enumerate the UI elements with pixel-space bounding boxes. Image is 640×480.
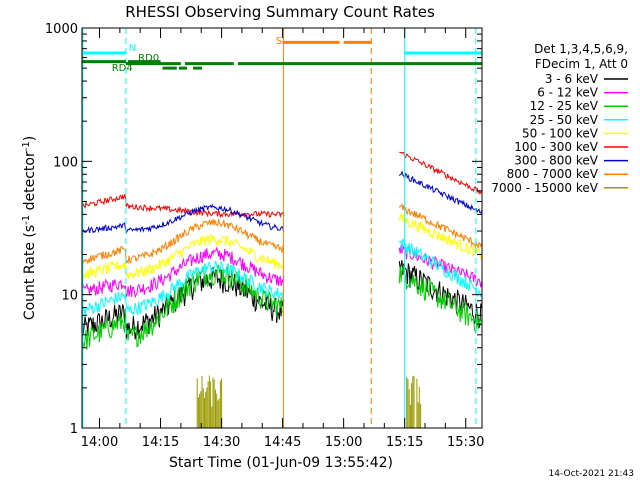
- y-axis-label: Count Rate (s-1 detector-1): [21, 136, 38, 320]
- series-line-5: [81, 213, 483, 280]
- legend-label-9: 7000 - 15000 keV: [491, 181, 598, 195]
- series-line-4: [81, 238, 483, 317]
- bar-label-n: N: [129, 43, 136, 54]
- bar-label-s: S: [276, 36, 282, 47]
- x-tick-label-6: 15:15: [386, 435, 423, 450]
- y-tick-label-4: 1000: [45, 22, 78, 37]
- bar-label-rd0: RD0: [138, 53, 159, 64]
- plot-frame: [81, 27, 483, 429]
- x-tick-label-7: 15:30: [447, 435, 484, 450]
- x-tick-label-5: 15:00: [325, 435, 362, 450]
- legend-label-7: 300 - 800 keV: [514, 154, 598, 168]
- series-spikes-3: [416, 378, 422, 428]
- legend: Det 1,3,4,5,6,9, FDecim 1, Att 0 3 - 6 k…: [491, 42, 628, 195]
- legend-label-8: 800 - 7000 keV: [507, 167, 599, 181]
- data-layer: [81, 151, 483, 428]
- footer-timestamp: 14-Oct-2021 21:43: [549, 469, 634, 479]
- x-tick-label-2: 14:15: [142, 435, 179, 450]
- x-tick-label-1: 14:00: [81, 435, 118, 450]
- y-tick-label-1: 1: [70, 422, 78, 437]
- bar-label-rd4: RD4: [112, 63, 133, 74]
- series-line-3: [81, 264, 483, 350]
- series-spikes-2: [406, 375, 415, 428]
- series-line-7: [82, 170, 483, 235]
- series-line-6: [81, 151, 483, 219]
- series-line-8: [82, 203, 483, 265]
- series-spikes-1: [196, 375, 223, 428]
- x-tick-label-4: 14:45: [264, 435, 301, 450]
- legend-label-6: 100 - 300 keV: [514, 140, 598, 154]
- legend-header-line-1: Det 1,3,4,5,6,9,: [534, 42, 628, 56]
- axes-layer: 1 10 100 1000 14:00 14:15 14:30 14:45 15:00 15:15…: [45, 22, 485, 450]
- y-tick-label-2: 10: [61, 289, 78, 304]
- x-tick-label-3: 14:30: [203, 435, 240, 450]
- legend-label-2: 6 - 12 keV: [537, 86, 599, 100]
- series-line-2: [81, 245, 483, 299]
- chart-title: RHESSI Observing Summary Count Rates: [125, 3, 435, 21]
- legend-label-4: 25 - 50 keV: [530, 113, 599, 127]
- legend-header-line-2: FDecim 1, Att 0: [535, 57, 628, 71]
- x-axis-label: Start Time (01-Jun-09 13:55:42): [169, 455, 393, 471]
- legend-label-3: 12 - 25 keV: [530, 99, 599, 113]
- y-tick-label-3: 100: [53, 155, 78, 170]
- legend-label-5: 50 - 100 keV: [522, 126, 599, 140]
- legend-label-1: 3 - 6 keV: [545, 72, 599, 86]
